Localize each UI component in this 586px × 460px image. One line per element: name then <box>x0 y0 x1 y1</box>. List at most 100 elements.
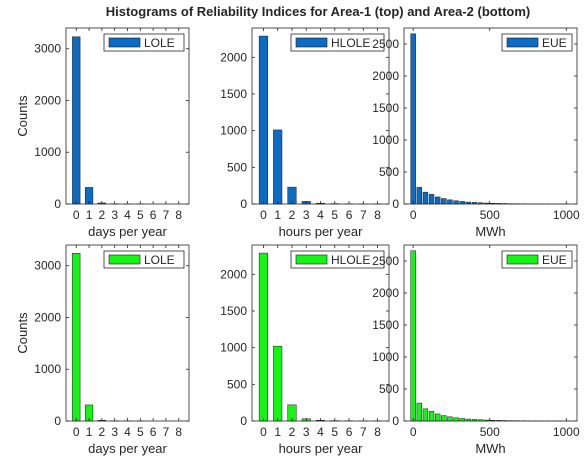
y-tick-label: 1000 <box>34 145 61 159</box>
bar <box>441 415 447 422</box>
axes-box <box>65 27 190 205</box>
x-axis-label: MWh <box>475 224 505 239</box>
x-tick-label: 6 <box>150 425 157 439</box>
legend-swatch <box>506 254 539 265</box>
legend-swatch <box>295 254 328 265</box>
x-tick-label: 4 <box>124 425 131 439</box>
y-tick-label: 1500 <box>372 318 399 332</box>
bar <box>416 187 423 205</box>
y-tick-label: 1000 <box>34 362 61 376</box>
x-tick-label: 7 <box>360 208 367 222</box>
bar <box>410 33 416 205</box>
legend-label: EUE <box>542 253 567 267</box>
axes-box <box>403 27 578 205</box>
x-tick-label: 0 <box>260 208 267 222</box>
y-tick-label: 1500 <box>220 304 247 318</box>
y-tick-label: 1000 <box>220 341 247 355</box>
legend-swatch <box>295 37 328 48</box>
x-tick-label: 7 <box>163 208 170 222</box>
legend-label: EUE <box>542 36 567 50</box>
y-tick-label: 0 <box>54 197 61 211</box>
x-tick-label: 0 <box>410 208 417 222</box>
x-axis-label: days per year <box>88 441 167 456</box>
bar <box>273 129 283 205</box>
y-tick-label: 2000 <box>220 50 247 64</box>
x-tick-label: 500 <box>480 208 500 222</box>
legend-label: HLOLE <box>331 36 370 50</box>
y-tick-label: 2500 <box>372 37 399 51</box>
y-axis-label: Counts <box>15 95 30 137</box>
y-tick-label: 0 <box>392 197 399 211</box>
bar <box>453 417 459 422</box>
y-tick-label: 0 <box>54 414 61 428</box>
bar <box>258 252 268 422</box>
x-tick-label: 0 <box>73 425 80 439</box>
x-tick-label: 2 <box>289 425 296 439</box>
x-tick-label: 6 <box>150 208 157 222</box>
bar <box>72 253 81 422</box>
x-tick-label: 3 <box>111 425 118 439</box>
y-tick-label: 2000 <box>372 286 399 300</box>
x-tick-label: 1 <box>86 208 93 222</box>
x-tick-label: 2 <box>289 208 296 222</box>
x-axis-label: days per year <box>88 224 167 239</box>
y-tick-label: 0 <box>392 414 399 428</box>
y-tick-label: 500 <box>379 382 399 396</box>
x-tick-label: 1000 <box>553 208 580 222</box>
x-axis-label: hours per year <box>279 224 363 239</box>
x-tick-label: 6 <box>346 208 353 222</box>
x-tick-label: 8 <box>374 208 381 222</box>
figure-title: Histograms of Reliability Indices for Ar… <box>106 4 530 19</box>
x-tick-label: 1 <box>86 425 93 439</box>
bar <box>447 199 453 205</box>
legend-swatch <box>108 37 141 48</box>
bar <box>273 345 283 422</box>
y-tick-label: 3000 <box>34 42 61 56</box>
bar <box>447 416 453 422</box>
axes-box <box>251 27 390 205</box>
y-tick-label: 500 <box>227 377 247 391</box>
axes-box <box>65 244 190 422</box>
x-tick-label: 0 <box>73 208 80 222</box>
panel-area2-eue: 0 500 1000 0 500 1000 1500 2000 2500 MWh EUE <box>372 244 580 456</box>
y-tick-label: 2000 <box>220 267 247 281</box>
bar <box>422 191 429 205</box>
legend-label: HLOLE <box>331 253 370 267</box>
y-tick-label: 500 <box>227 160 247 174</box>
x-tick-label: 8 <box>175 208 182 222</box>
y-tick-label: 0 <box>240 197 247 211</box>
bar <box>434 413 441 422</box>
bar <box>258 35 268 205</box>
x-tick-label: 5 <box>137 425 144 439</box>
x-tick-label: 4 <box>317 425 324 439</box>
x-tick-label: 5 <box>331 208 338 222</box>
x-tick-label: 8 <box>175 425 182 439</box>
y-tick-label: 1000 <box>372 350 399 364</box>
legend-swatch <box>506 37 539 48</box>
y-tick-label: 500 <box>379 165 399 179</box>
legend-swatch <box>108 254 141 265</box>
y-tick-label: 2500 <box>372 254 399 268</box>
bar <box>453 200 459 205</box>
y-tick-label: 1000 <box>372 133 399 147</box>
y-tick-label: 2000 <box>34 93 61 107</box>
panel-area1-eue: 0 500 1000 0 500 1000 1500 2000 2500 MWh EUE <box>372 27 580 239</box>
x-tick-label: 500 <box>480 425 500 439</box>
bar <box>428 411 435 422</box>
axes-box <box>403 244 578 422</box>
y-tick-label: 3000 <box>34 259 61 273</box>
x-tick-label: 5 <box>331 425 338 439</box>
x-tick-label: 5 <box>137 208 144 222</box>
y-tick-label: 0 <box>240 414 247 428</box>
y-axis-label: Counts <box>15 312 30 354</box>
x-tick-label: 7 <box>163 425 170 439</box>
legend-label: LOLE <box>144 253 175 267</box>
x-tick-label: 1 <box>274 208 281 222</box>
x-tick-label: 4 <box>317 208 324 222</box>
x-axis-label: hours per year <box>279 441 363 456</box>
bar <box>428 194 435 205</box>
bar <box>410 250 416 422</box>
